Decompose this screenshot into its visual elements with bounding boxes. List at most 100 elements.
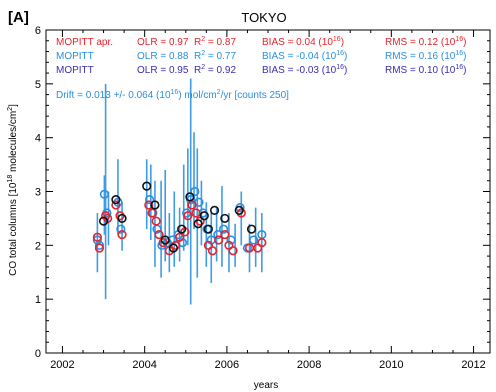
stats-rms-close: ) [463, 51, 466, 62]
apriori-point [183, 211, 193, 221]
stats-bias-sup: 16 [336, 50, 344, 57]
ground-point [150, 200, 160, 210]
apriori-point [257, 238, 267, 248]
stats-olr: OLR = 0.88 [137, 51, 189, 62]
apriori-point [154, 229, 164, 240]
ground-point [203, 224, 213, 234]
stats-bias-close: ) [341, 37, 344, 48]
apriori-point [151, 216, 161, 226]
ground-point [111, 194, 121, 205]
stats-r2-label: R [194, 51, 201, 62]
stats-rms-value: RMS = 0.12 (10 [385, 37, 456, 48]
apriori-point [228, 246, 238, 256]
mopitt-point [145, 194, 155, 205]
stats-name: MOPITT [56, 51, 94, 62]
x-tick-label: 2012 [461, 359, 485, 371]
drift-value: Drift = 0.013 +/- 0.064 (10 [56, 90, 171, 101]
y-axis-label-units: molecules/cm [8, 111, 19, 175]
stats-bias: BIAS = -0.03 (1016) [262, 64, 347, 76]
y-axis-label-sup: 18 [7, 175, 14, 183]
stats-rms-value: RMS = 0.10 (10 [385, 65, 456, 76]
stats-r2-sup: 2 [201, 50, 205, 57]
ground-point [160, 235, 170, 245]
x-tick-label: 2008 [297, 359, 321, 371]
stats-r2: R2 = 0.87 [194, 36, 236, 48]
stats-bias: BIAS = -0.04 (1016) [262, 50, 347, 62]
ground-point [199, 211, 209, 221]
panel-label: [A] [8, 9, 29, 26]
stats-bias-close: ) [344, 51, 347, 62]
stats-bias-value: BIAS = -0.03 (10 [262, 65, 337, 76]
stats-rms-value: RMS = 0.16 (10 [385, 51, 456, 62]
ground-point [185, 192, 195, 202]
chart-title: TOKYO [241, 10, 286, 25]
stats-bias-sup: 16 [333, 36, 341, 43]
mopitt-point [226, 235, 236, 245]
stats-rms-sup: 16 [455, 36, 463, 43]
mopitt-point [219, 224, 229, 234]
stats-r2-value: = 0.87 [205, 37, 236, 48]
ground-point [193, 219, 203, 229]
plot-frame [45, 29, 491, 354]
series-ground [98, 181, 257, 253]
stats-bias-sup: 16 [336, 64, 344, 71]
ground-point [220, 213, 230, 224]
apriori-point [147, 208, 157, 218]
stats-rms-close: ) [463, 37, 466, 48]
ground-point [168, 243, 179, 253]
y-axis-label-main: CO total columns [10 [8, 182, 19, 276]
statistics-block: MOPITT apr. OLR = 0.97 R2 = 0.87 BIAS = 0.0… [56, 36, 466, 101]
mopitt-point [116, 224, 126, 234]
stats-olr: OLR = 0.95 [137, 65, 189, 76]
drift-sup: 16 [171, 89, 179, 96]
mopitt-point [99, 189, 109, 199]
y-tick-label: 1 [35, 294, 41, 306]
apriori-point [175, 232, 185, 242]
apriori-point [111, 200, 121, 210]
apriori-point [214, 235, 224, 245]
stats-bias: BIAS = 0.04 (1016) [262, 36, 344, 48]
stats-rms-sup: 16 [455, 64, 463, 71]
ground-point [234, 205, 244, 215]
apriori-point [187, 200, 197, 210]
stats-bias-close: ) [344, 65, 347, 76]
ground-point [246, 224, 257, 234]
stats-r2-sup: 2 [201, 64, 205, 71]
stats-rms-close: ) [463, 65, 466, 76]
stats-r2-value: = 0.92 [205, 65, 236, 76]
stats-rms: RMS = 0.10 (1016) [385, 64, 466, 76]
stats-bias-value: BIAS = 0.04 (10 [262, 37, 333, 48]
y-tick-label: 4 [35, 133, 41, 145]
mopitt-point [249, 235, 259, 245]
y-tick-label: 5 [35, 79, 41, 91]
drift-counts: /yr [counts 250] [221, 90, 290, 101]
ground-point [177, 224, 187, 234]
stats-r2: R2 = 0.92 [194, 64, 236, 76]
x-axis-label: years [254, 380, 278, 391]
apriori-point [191, 208, 201, 218]
apriori-point [144, 200, 154, 210]
y-tick-label: 0 [35, 348, 41, 360]
stats-rms: RMS = 0.12 (1016) [385, 36, 466, 48]
y-axis-label-close: ] [8, 104, 19, 107]
drift-units: ) mol/cm [178, 90, 216, 101]
ground-point [142, 181, 152, 191]
stats-r2-value: = 0.77 [205, 51, 236, 62]
x-axis: 2002 2004 2006 2008 2010 2012 [50, 30, 486, 371]
apriori-point [207, 246, 218, 256]
drift-text: Drift = 0.013 +/- 0.064 (1016) mol/cm2/y… [56, 89, 289, 101]
y-tick-label: 2 [35, 240, 41, 252]
apriori-point [92, 232, 102, 242]
y-axis: 0 1 2 3 4 5 6 [35, 25, 490, 360]
y-axis-label-sup2: 2 [7, 107, 14, 111]
stats-r2-label: R [194, 37, 201, 48]
ground-point [117, 213, 127, 224]
mopitt-point [94, 240, 105, 250]
drift-sup2: 2 [217, 89, 221, 96]
stats-rms-sup: 16 [455, 50, 463, 57]
y-tick-label: 6 [35, 25, 41, 37]
mopitt-point [92, 235, 102, 245]
x-tick-label: 2004 [132, 359, 156, 371]
y-tick-label: 3 [35, 187, 41, 199]
